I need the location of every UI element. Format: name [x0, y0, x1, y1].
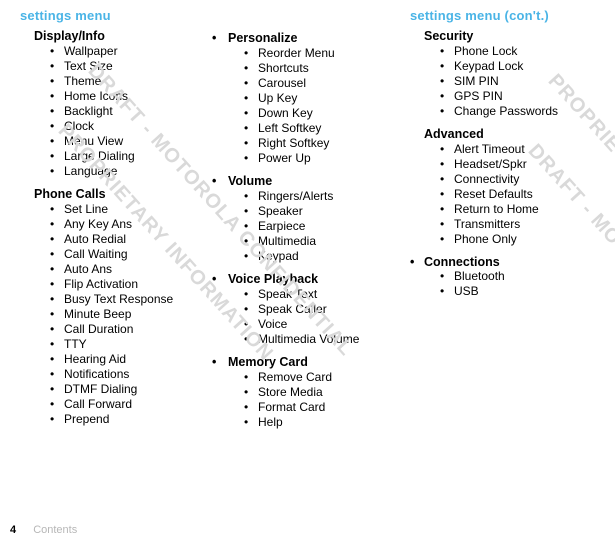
page-number: 4 [10, 524, 16, 536]
group-advanced: Advanced [424, 127, 590, 141]
list-item: Hearing Aid [64, 352, 190, 367]
list-item: Flip Activation [64, 277, 190, 292]
footer-label: Contents [33, 524, 77, 536]
group-phone-calls: Phone Calls [34, 187, 190, 201]
list-item: Call Forward [64, 397, 190, 412]
list-item: Headset/Spkr [454, 157, 590, 172]
list-memory-card: Remove CardStore MediaFormat CardHelp [228, 370, 400, 430]
list-item: Call Waiting [64, 247, 190, 262]
list-item: Any Key Ans [64, 217, 190, 232]
list-item: Left Softkey [258, 121, 400, 136]
group-volume: Volume [228, 174, 400, 188]
list-item: Shortcuts [258, 61, 400, 76]
list-item: Return to Home [454, 202, 590, 217]
list-item: Phone Lock [454, 44, 590, 59]
list-item: TTY [64, 337, 190, 352]
list-item: Power Up [258, 151, 400, 166]
section-heading-right: settings menu (con't.) [410, 8, 590, 23]
group-connections: Connections [424, 255, 500, 269]
group-display-info: Display/Info [34, 29, 190, 43]
list-item: Busy Text Response [64, 292, 190, 307]
list-item: Keypad [258, 249, 400, 264]
list-item: Speak Text [258, 287, 400, 302]
list-item: Menu View [64, 134, 190, 149]
list-item: Auto Redial [64, 232, 190, 247]
list-connections: BluetoothUSB [424, 269, 590, 299]
list-item: Large Dialing [64, 149, 190, 164]
list-item: Theme [64, 74, 190, 89]
list-item: Store Media [258, 385, 400, 400]
group-security: Security [424, 29, 590, 43]
list-advanced: Alert TimeoutHeadset/SpkrConnectivityRes… [424, 142, 590, 247]
list-item: Minute Beep [64, 307, 190, 322]
list-item: Voice [258, 317, 400, 332]
list-item: Wallpaper [64, 44, 190, 59]
list-item: Connectivity [454, 172, 590, 187]
list-item: Multimedia [258, 234, 400, 249]
list-item: Help [258, 415, 400, 430]
list-item: Alert Timeout [454, 142, 590, 157]
list-item: DTMF Dialing [64, 382, 190, 397]
list-item: GPS PIN [454, 89, 590, 104]
list-item: Bluetooth [454, 269, 590, 284]
list-item: Remove Card [258, 370, 400, 385]
list-item: Speaker [258, 204, 400, 219]
list-volume: Ringers/AlertsSpeakerEarpieceMultimediaK… [228, 189, 400, 264]
list-item: Down Key [258, 106, 400, 121]
list-personalize: Reorder MenuShortcutsCarouselUp KeyDown … [228, 46, 400, 166]
list-item: Notifications [64, 367, 190, 382]
list-display-info: WallpaperText SizeThemeHome IconsBacklig… [34, 44, 190, 179]
page-footer: 4 Contents [10, 524, 77, 536]
list-item: Language [64, 164, 190, 179]
group-memory-card: Memory Card [228, 355, 400, 369]
group-voice-playback: Voice Playback [228, 272, 400, 286]
list-item: Reorder Menu [258, 46, 400, 61]
list-item: Format Card [258, 400, 400, 415]
list-item: Prepend [64, 412, 190, 427]
list-item: Up Key [258, 91, 400, 106]
list-voice-playback: Speak TextSpeak CallerVoiceMultimedia Vo… [228, 287, 400, 347]
list-item: Clock [64, 119, 190, 134]
list-item: Change Passwords [454, 104, 590, 119]
list-item: Home Icons [64, 89, 190, 104]
list-item: Ringers/Alerts [258, 189, 400, 204]
list-item: Carousel [258, 76, 400, 91]
list-phone-calls: Set LineAny Key AnsAuto RedialCall Waiti… [34, 202, 190, 427]
list-item: Right Softkey [258, 136, 400, 151]
list-item: Speak Caller [258, 302, 400, 317]
list-item: Call Duration [64, 322, 190, 337]
section-heading-left: settings menu [20, 8, 190, 23]
list-item: Set Line [64, 202, 190, 217]
list-item: Earpiece [258, 219, 400, 234]
list-item: Backlight [64, 104, 190, 119]
list-security: Phone LockKeypad LockSIM PINGPS PINChang… [424, 44, 590, 119]
list-item: Phone Only [454, 232, 590, 247]
group-personalize: Personalize [228, 31, 400, 45]
list-item: Reset Defaults [454, 187, 590, 202]
list-item: Auto Ans [64, 262, 190, 277]
list-item: SIM PIN [454, 74, 590, 89]
list-item: Multimedia Volume [258, 332, 400, 347]
list-item: Transmitters [454, 217, 590, 232]
list-item: Text Size [64, 59, 190, 74]
list-item: Keypad Lock [454, 59, 590, 74]
list-item: USB [454, 284, 590, 299]
